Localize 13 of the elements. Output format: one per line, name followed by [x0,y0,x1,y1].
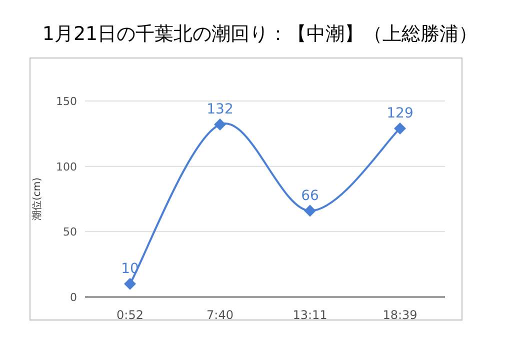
y-tick-label: 0 [70,291,77,304]
y-tick-label: 100 [56,160,77,174]
x-tick-label: 18:39 [382,308,418,322]
y-axis-title: 潮位(cm) [31,177,43,221]
title: 1月21日の千葉北の潮回り：【中潮】（上総勝浦） [42,23,478,45]
data-label: 129 [386,105,414,122]
y-tick-label: 150 [56,95,77,108]
x-tick-label: 13:11 [292,308,328,322]
y-tick-label: 50 [63,226,77,239]
data-label: 66 [301,188,319,204]
x-tick-label: 0:52 [116,308,144,322]
data-label: 132 [206,102,234,118]
x-tick-label: 7:40 [206,308,234,322]
